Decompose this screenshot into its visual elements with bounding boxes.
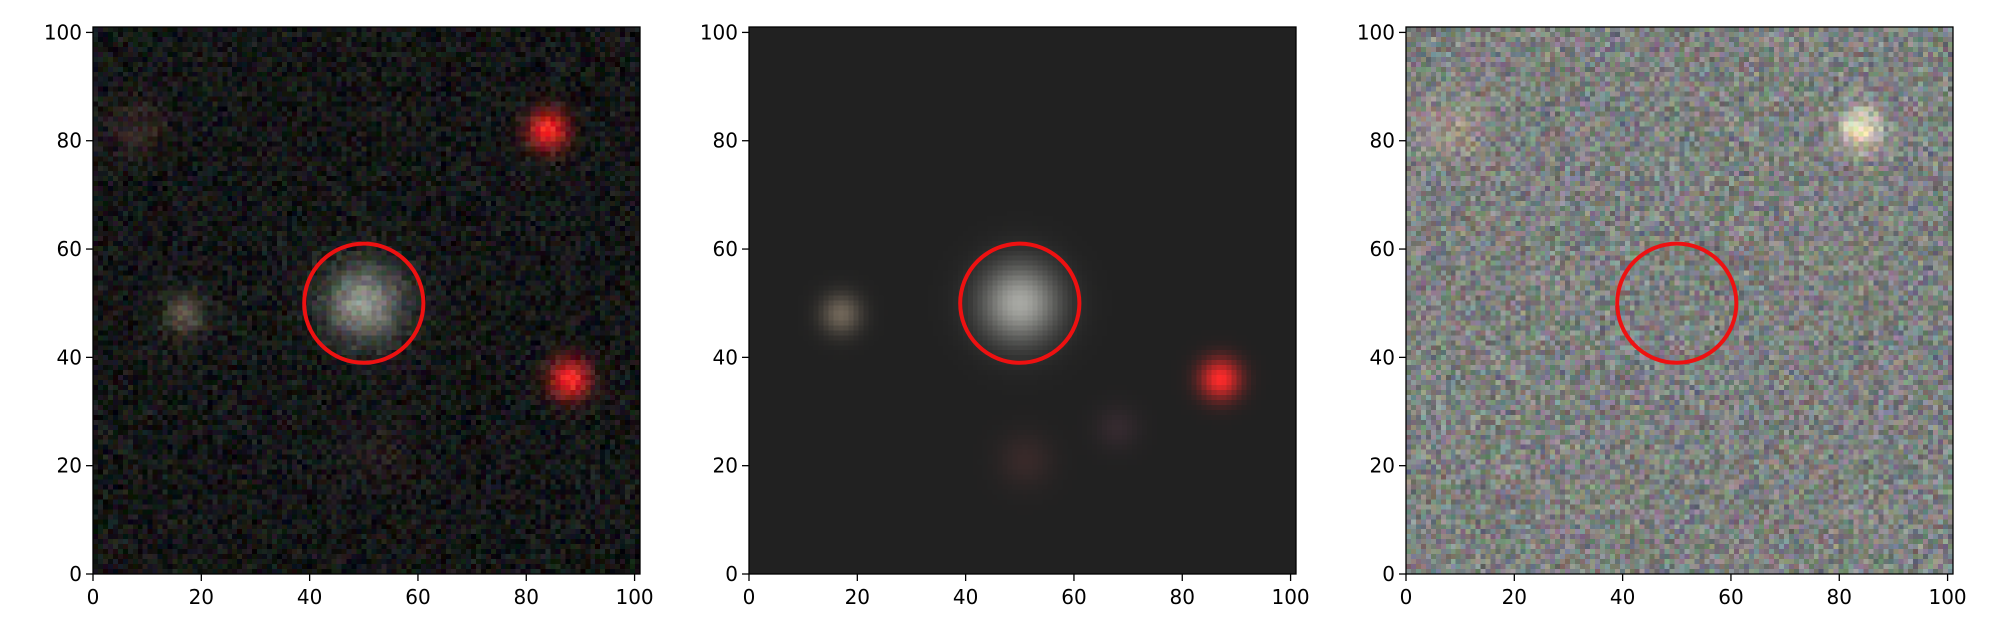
panel-1: 0 20 40 60 80 100 0 20 40 60 80 100: [44, 20, 654, 609]
panel-2-target-circle: [958, 241, 1082, 365]
panel-3-x-tick-label: 20: [1502, 585, 1527, 609]
panel-3-x-tick-label: 100: [1928, 585, 1966, 609]
panel-1-x-tick-label: 100: [615, 585, 653, 609]
panel-3: 0 20 40 60 80 100 0 20 40 60 80 100: [1357, 20, 1967, 609]
panel-1-x-tick-label: 20: [189, 585, 214, 609]
panel-3-marks: 0 20 40 60 80 100 0 20 40 60 80 100: [1357, 20, 1967, 609]
panel-2-x-tick-label: 0: [743, 585, 756, 609]
panel-1-y-tick-label: 20: [57, 454, 82, 478]
image-panel-1: [93, 27, 640, 574]
panel-2-x-tick-label: 100: [1271, 585, 1309, 609]
panel-1-y-tick-label: 100: [44, 20, 82, 44]
panel-2-y-tick-label: 100: [700, 20, 738, 44]
image-panel-2: [749, 27, 1296, 574]
panel-1-x-tick-label: 60: [405, 585, 430, 609]
panel-2-y-tick-label: 20: [713, 454, 738, 478]
panel-1-x-tick-label: 40: [297, 585, 322, 609]
panel-1-x-tick-label: 0: [87, 585, 100, 609]
panel-1-y-tick-label: 0: [69, 562, 82, 586]
panel-3-frame: [1405, 26, 1954, 575]
panel-1-y-tick-label: 80: [57, 129, 82, 153]
panel-2-y-tick-label: 40: [713, 345, 738, 369]
panel-3-x-tick-label: 60: [1718, 585, 1743, 609]
panel-3-y-tick-label: 100: [1357, 20, 1395, 44]
panel-2-marks: 0 20 40 60 80 100 0 20 40 60 80 100: [700, 20, 1310, 609]
panel-2-x-tick-label: 60: [1061, 585, 1086, 609]
panel-2-x-tick-label: 40: [953, 585, 978, 609]
panel-2-x-tick-label: 80: [1170, 585, 1195, 609]
panel-1-frame: [92, 26, 641, 575]
panel-2-y-tick-label: 0: [725, 562, 738, 586]
panel-3-target-circle: [1615, 241, 1739, 365]
panel-2-frame: [748, 26, 1297, 575]
panel-1-y-tick-label: 60: [57, 237, 82, 261]
panel-3-y-tick-label: 0: [1382, 562, 1395, 586]
panel-2-y-tick-label: 80: [713, 129, 738, 153]
panel-3-x-tick-label: 0: [1400, 585, 1413, 609]
panel-2-x-tick-label: 20: [845, 585, 870, 609]
panel-1-x-tick-label: 80: [514, 585, 539, 609]
panel-3-y-tick-label: 80: [1370, 129, 1395, 153]
panel-3-y-tick-label: 60: [1370, 237, 1395, 261]
panel-1-target-circle: [302, 241, 426, 365]
panel-1-marks: 0 20 40 60 80 100 0 20 40 60 80 100: [44, 20, 654, 609]
panel-3-y-tick-label: 40: [1370, 345, 1395, 369]
panel-2-y-tick-label: 60: [713, 237, 738, 261]
image-panel-3: [1406, 27, 1953, 574]
panel-3-x-tick-label: 40: [1610, 585, 1635, 609]
panel-3-x-tick-label: 80: [1827, 585, 1852, 609]
panel-3-y-tick-label: 20: [1370, 454, 1395, 478]
panel-2: 0 20 40 60 80 100 0 20 40 60 80 100: [700, 20, 1310, 609]
panel-1-y-tick-label: 40: [57, 345, 82, 369]
